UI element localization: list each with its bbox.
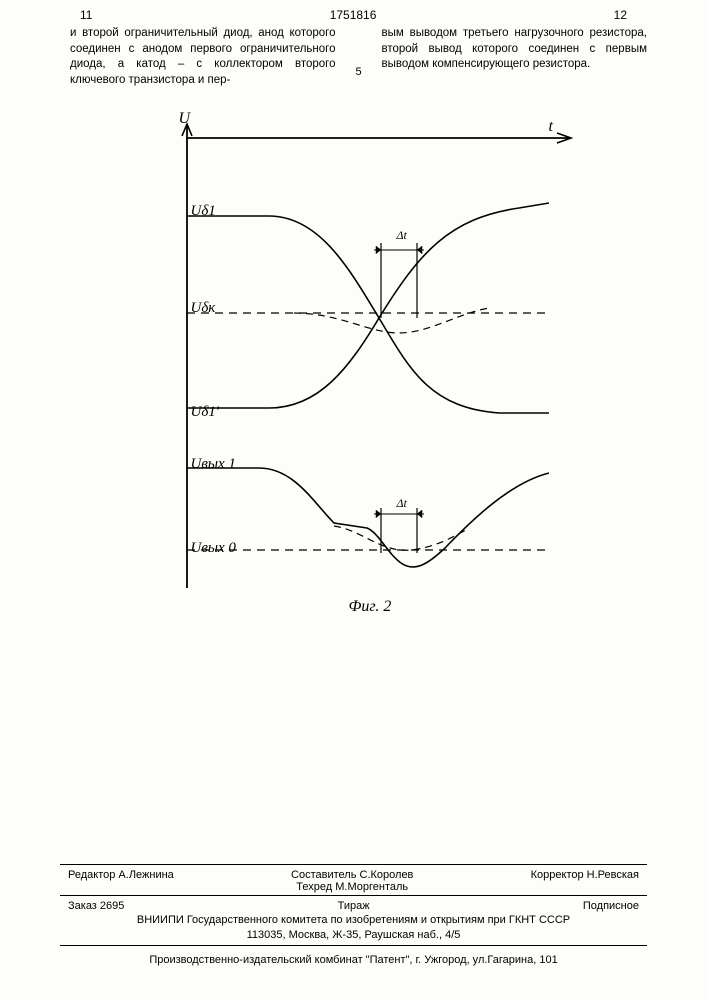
page-header: 11 1751816 12 — [0, 0, 707, 26]
page-num-left: 11 — [80, 8, 92, 22]
corrector-label: Корректор — [531, 869, 584, 881]
footer: Редактор А.Лежнина Составитель С.Королев… — [0, 864, 707, 966]
patent-number: 1751816 — [92, 8, 613, 22]
footer-credits-row: Редактор А.Лежнина Составитель С.Королев… — [60, 865, 647, 896]
footer-box: Редактор А.Лежнина Составитель С.Королев… — [60, 864, 647, 946]
order-number: Заказ 2695 — [68, 899, 124, 913]
podpis-label: Подписное — [583, 899, 639, 913]
techred-name: М.Моргенталь — [335, 881, 408, 893]
column-right: вым выводом третьего нагрузочного резист… — [382, 26, 648, 88]
editor-name: А.Лежнина — [118, 869, 173, 881]
corrector-name: Н.Ревская — [587, 869, 639, 881]
figure-2-diagram: U t Uδ1 Uδк Uδ1' Uвых 1 Uвых 0 Δt Δt Фиг… — [119, 108, 589, 648]
y-axis-label: U — [179, 110, 191, 128]
editor-label: Редактор — [68, 869, 115, 881]
tirazh-label: Тираж — [338, 899, 370, 913]
x-axis-label: t — [549, 118, 553, 136]
label-ub1p: Uδ1' — [191, 404, 220, 421]
label-ub1: Uδ1 — [191, 203, 216, 220]
org-address: 113035, Москва, Ж-35, Раушская наб., 4/5 — [68, 928, 639, 942]
figure-caption: Фиг. 2 — [349, 598, 392, 616]
label-uvyh1: Uвых 1 — [191, 456, 236, 473]
label-ubk: Uδк — [191, 300, 216, 317]
label-dt-lower: Δt — [397, 496, 407, 511]
org-name: ВНИИПИ Государственного комитета по изоб… — [68, 913, 639, 927]
figure-2-svg — [119, 108, 589, 648]
printer-line: Производственно-издательский комбинат "П… — [60, 946, 647, 966]
footer-org-row: Заказ 2695 Тираж Подписное ВНИИПИ Госуда… — [60, 896, 647, 945]
column-left: и второй ограничительный диод, анод кото… — [70, 26, 336, 88]
editor-block: Редактор А.Лежнина — [68, 869, 174, 893]
techred-label: Техред — [296, 881, 332, 893]
label-dt-upper: Δt — [397, 228, 407, 243]
body-columns: и второй ограничительный диод, анод кото… — [0, 26, 707, 88]
page-num-right: 12 — [614, 8, 627, 22]
compiler-name: С.Королев — [360, 869, 414, 881]
column-gutter: 5 — [352, 26, 366, 88]
corrector-block: Корректор Н.Ревская — [531, 869, 639, 893]
compiler-label: Составитель — [291, 869, 356, 881]
center-credits: Составитель С.Королев Техред М.Моргентал… — [291, 869, 413, 893]
label-uvyh0: Uвых 0 — [191, 540, 236, 557]
